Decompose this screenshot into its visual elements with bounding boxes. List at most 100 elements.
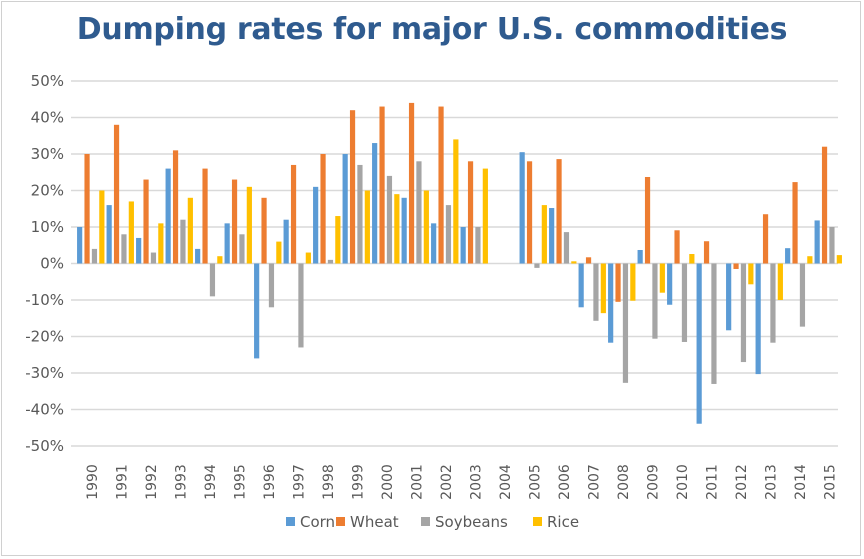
x-tick-label: 2007 [586, 464, 602, 500]
bar-rice-1996 [276, 241, 282, 264]
x-tick-label: 2002 [439, 464, 455, 500]
bar-soybeans-2013 [770, 263, 776, 343]
bar-wheat-2006 [556, 159, 562, 264]
bar-corn-2009 [637, 249, 643, 264]
bar-rice-1998 [335, 216, 341, 264]
bar-wheat-2011 [703, 241, 710, 264]
y-tick-label: -20% [25, 328, 64, 346]
bar-wheat-2003 [467, 161, 474, 264]
bar-soybeans-1991 [121, 234, 127, 264]
x-tick-label: 2004 [498, 464, 514, 500]
bar-rice-1991 [128, 201, 134, 264]
x-tick-label: 2011 [704, 464, 720, 500]
bar-soybeans-2008 [622, 263, 629, 383]
bar-wheat-1992 [143, 179, 149, 264]
bar-wheat-1991 [113, 124, 120, 264]
x-tick-label: 1998 [321, 464, 337, 500]
bar-rice-2013 [777, 263, 783, 300]
bar-corn-2008 [608, 263, 614, 343]
bar-wheat-1999 [349, 110, 356, 264]
x-tick-label: 1992 [144, 464, 160, 500]
y-tick-label: 30% [31, 145, 64, 163]
bar-rice-2006 [571, 261, 577, 264]
bar-wheat-2000 [379, 106, 385, 264]
y-axis-ticks: 50% 40% 30% 20% 10% 0% -10% -20% -30% -40% -50% [25, 72, 64, 455]
bar-corn-2007 [578, 263, 584, 308]
bar-wheat-2012 [733, 263, 739, 269]
legend-label-wheat: Wheat [350, 513, 399, 531]
x-tick-label: 2008 [616, 464, 632, 500]
bar-corn-2003 [460, 227, 466, 264]
bar-soybeans-2005 [534, 263, 540, 268]
bar-soybeans-2006 [563, 232, 570, 264]
y-tick-label: -10% [25, 291, 64, 309]
bar-rice-1992 [158, 223, 164, 264]
x-tick-label: 1996 [262, 464, 278, 500]
bar-soybeans-1996 [268, 263, 275, 308]
x-tick-label: 1995 [232, 464, 248, 500]
bar-wheat-1990 [84, 154, 90, 264]
bar-corn-1993 [165, 168, 171, 264]
y-tick-label: -30% [25, 364, 64, 382]
legend-label-corn: Corn [300, 513, 335, 531]
bar-wheat-2005 [526, 161, 533, 264]
bar-corn-1997 [283, 219, 289, 264]
x-tick-label: 1993 [173, 464, 189, 500]
bar-soybeans-1994 [209, 263, 216, 297]
bar-soybeans-1995 [239, 234, 245, 264]
bar-corn-2001 [401, 197, 407, 264]
bar-corn-1995 [224, 223, 230, 264]
x-tick-label: 2009 [645, 464, 661, 500]
bar-rice-2003 [482, 168, 488, 264]
bar-rice-1990 [99, 190, 105, 264]
x-tick-label: 2005 [527, 464, 543, 500]
bar-rice-2000 [394, 194, 400, 264]
bar-rice-2002 [453, 139, 459, 264]
x-tick-label: 2012 [734, 464, 750, 500]
bar-corn-2015 [814, 220, 820, 264]
chart-title: Dumping rates for major U.S. commodities [76, 12, 788, 47]
bar-soybeans-2010 [681, 263, 688, 342]
legend-swatch-wheat [336, 517, 345, 526]
bar-corn-2000 [372, 143, 378, 264]
x-tick-label: 2013 [763, 464, 779, 500]
bar-soybeans-1999 [357, 164, 363, 264]
bar-soybeans-2014 [799, 263, 806, 327]
bar-soybeans-1990 [91, 248, 98, 264]
y-tick-label: 0% [40, 255, 64, 273]
x-tick-label: 2000 [380, 464, 396, 500]
bar-rice-2010 [689, 254, 695, 264]
bars [77, 102, 842, 424]
bar-wheat-1993 [172, 150, 179, 264]
bar-wheat-1998 [320, 154, 326, 264]
bar-rice-1997 [305, 252, 311, 264]
bar-soybeans-2001 [416, 161, 422, 264]
x-tick-label: 2003 [468, 464, 484, 500]
bar-corn-2002 [431, 223, 437, 264]
bar-corn-2014 [785, 248, 791, 264]
x-tick-label: 1997 [291, 464, 307, 500]
bar-wheat-2009 [644, 176, 651, 264]
bar-rice-2008 [630, 263, 636, 301]
bar-wheat-1995 [231, 179, 238, 264]
bar-rice-2001 [423, 190, 429, 264]
bar-wheat-2002 [438, 106, 444, 264]
bar-wheat-2010 [674, 230, 680, 264]
x-tick-label: 2015 [822, 464, 838, 500]
bar-soybeans-1993 [180, 219, 186, 264]
bar-rice-2015 [836, 255, 842, 264]
bar-rice-2014 [807, 256, 813, 264]
bar-rice-2007 [600, 263, 606, 314]
bar-soybeans-2012 [740, 263, 747, 363]
y-tick-label: 50% [31, 72, 64, 90]
bar-wheat-1994 [202, 168, 208, 264]
bar-corn-1990 [77, 227, 83, 264]
bar-corn-1991 [106, 205, 112, 264]
bar-corn-2006 [549, 208, 555, 264]
x-tick-label: 1999 [350, 464, 366, 500]
bar-corn-2012 [726, 263, 732, 331]
bar-corn-2011 [696, 263, 702, 424]
bar-soybeans-2007 [593, 263, 599, 321]
